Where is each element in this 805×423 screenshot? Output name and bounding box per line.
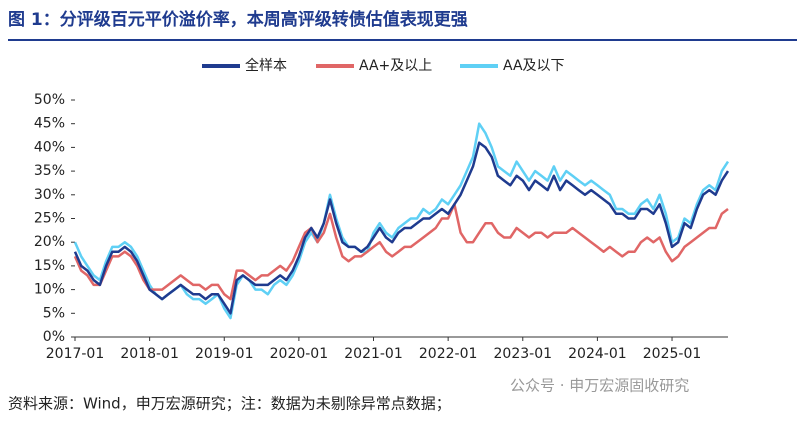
- watermark: 公众号 · 申万宏源固收研究: [510, 377, 689, 395]
- x-tick-label: 2024-01: [568, 346, 627, 362]
- y-tick-label: 20%: [34, 234, 65, 250]
- y-tick-label: 50%: [34, 92, 65, 108]
- y-tick-label: 25%: [34, 211, 65, 227]
- y-tick-label: 0%: [43, 329, 65, 345]
- series-line: [73, 203, 729, 301]
- series-line: [73, 141, 730, 315]
- chart-title: 图 1：分评级百元平价溢价率，本周高评级转债估值表现更强: [8, 9, 468, 30]
- x-tick-label: 2019-01: [195, 346, 254, 362]
- legend-label: 全样本: [245, 57, 287, 74]
- y-tick-label: 10%: [34, 282, 65, 298]
- y-tick-label: 30%: [34, 187, 65, 203]
- x-tick-label: 2025-01: [643, 346, 702, 362]
- y-tick-label: 35%: [34, 163, 65, 179]
- x-tick-label: 2017-01: [46, 346, 105, 362]
- y-tick-label: 45%: [34, 116, 65, 132]
- y-tick-label: 5%: [43, 305, 65, 321]
- x-tick-label: 2018-01: [120, 346, 179, 362]
- x-tick-label: 2020-01: [270, 346, 329, 362]
- x-tick-label: 2021-01: [344, 346, 403, 362]
- legend-label: AA及以下: [503, 58, 565, 74]
- y-tick-label: 40%: [34, 139, 65, 155]
- x-tick-label: 2023-01: [494, 346, 553, 362]
- series-line: [73, 122, 730, 320]
- y-tick-label: 15%: [34, 258, 65, 274]
- source-note: 资料来源：Wind，申万宏源研究；注：数据为未剔除异常点数据；: [8, 395, 451, 413]
- x-tick-label: 2022-01: [419, 346, 478, 362]
- legend-label: AA+及以上: [359, 58, 432, 74]
